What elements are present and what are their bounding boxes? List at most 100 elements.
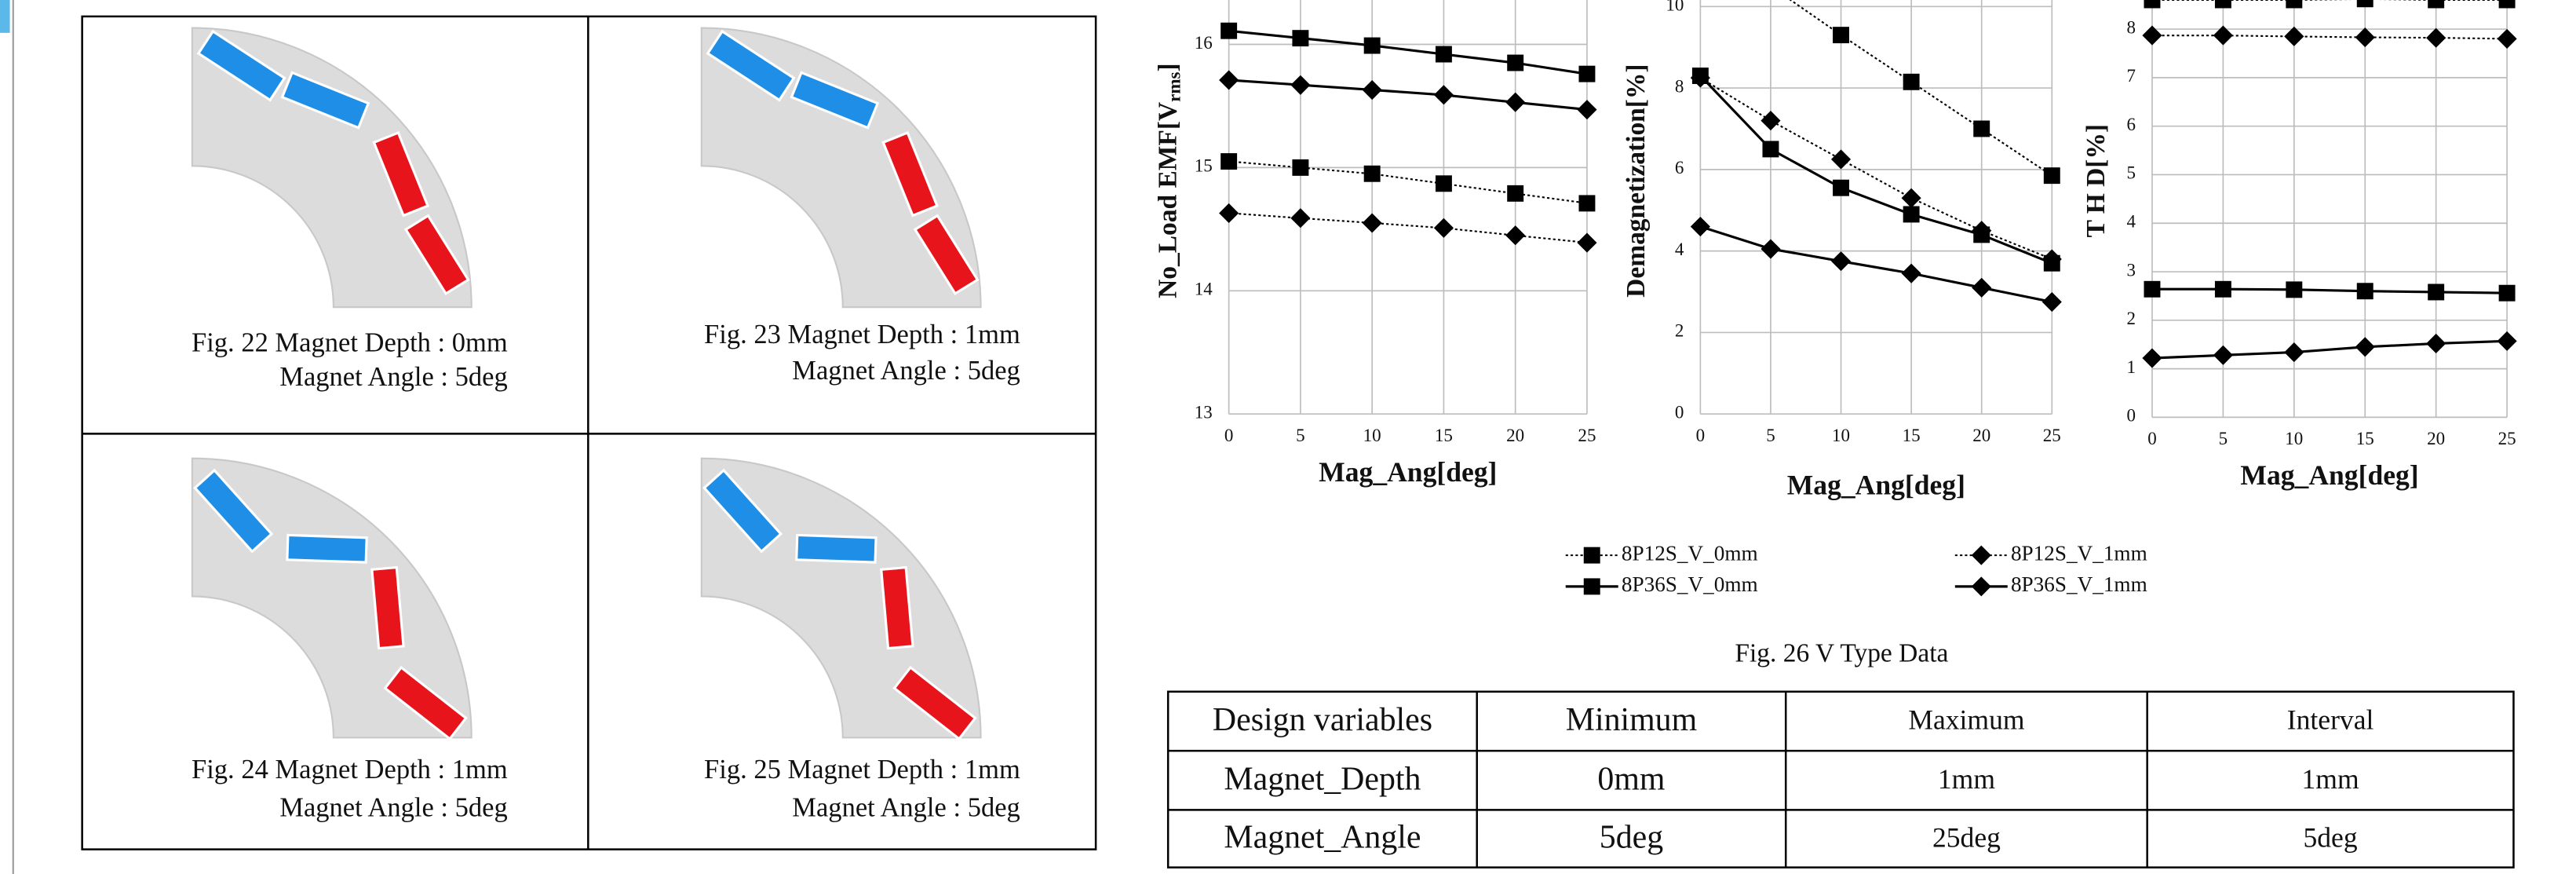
marker (2041, 291, 2062, 313)
figure-caption: Fig. 23 Magnet Depth : 1mm (704, 320, 1020, 349)
y-axis-label: Demagnetization[%] (1622, 64, 1651, 297)
marker (1219, 203, 1239, 224)
marker (1292, 159, 1309, 176)
rotor-figure (700, 27, 982, 309)
marker (2286, 0, 2303, 9)
marker (2498, 284, 2516, 302)
legend: 8P12S_V_0mm 8P36S_V_0mm 8P12S_V_1mm 8P36S_V… (1565, 541, 2147, 597)
marker (1363, 37, 1381, 54)
y-tick-label: 4 (2127, 211, 2136, 232)
y-tick-label: 1 (2127, 357, 2136, 377)
x-axis-label: Mag_Ang[deg] (1319, 456, 1497, 488)
table: Design variables Minimum Maximum Interval Ma… (1166, 690, 2515, 869)
table-cell: 0mm (1597, 761, 1665, 797)
marker (2144, 0, 2161, 9)
marker (2356, 283, 2373, 300)
marker (1505, 92, 1526, 112)
x-tick-label: 10 (1363, 425, 1381, 445)
figure-caption: Magnet Angle : 5deg (792, 792, 1020, 822)
x-tick-label: 20 (1972, 425, 1990, 445)
legend-marker (1583, 578, 1600, 595)
y-tick-label: 8 (2127, 16, 2136, 37)
table-header-cell: Design variables (1213, 702, 1432, 738)
x-tick-label: 5 (1766, 425, 1775, 445)
magnet (790, 71, 880, 130)
marker (2214, 0, 2231, 9)
x-tick-label: 0 (1696, 425, 1706, 445)
marker (1833, 179, 1850, 196)
x-axis-label: Mag_Ang[deg] (1787, 470, 1965, 501)
y-tick-label: 6 (1675, 157, 1684, 177)
y-axis-label-suffix: ] (1153, 63, 1182, 71)
series-line (1228, 160, 1588, 204)
table-cell: 5deg (2304, 821, 2358, 853)
magnet (892, 665, 977, 741)
marker (2144, 280, 2161, 298)
rotor-figure (191, 457, 473, 741)
legend-label: 8P12S_V_1mm (2011, 541, 2147, 565)
marker (1435, 175, 1452, 192)
y-tick-label: 6 (2127, 114, 2136, 134)
legend-marker (1971, 576, 1991, 597)
marker (1972, 221, 1992, 241)
figure-caption: Magnet Angle : 5deg (279, 792, 508, 822)
magnet (280, 71, 370, 130)
y-tick-label: 8 (1675, 75, 1684, 96)
x-tick-label: 25 (2498, 428, 2516, 448)
marker (2142, 348, 2162, 368)
rotor-core (700, 27, 982, 309)
marker (2213, 25, 2233, 46)
x-tick-label: 20 (2427, 428, 2445, 448)
table-cell: 5deg (1600, 820, 1663, 856)
legend-marker (1971, 545, 1991, 565)
magnet (372, 131, 430, 218)
y-tick-label: 2 (2127, 308, 2136, 328)
series-line (1699, 225, 2052, 304)
legend-label: 8P36S_V_1mm (2011, 572, 2147, 596)
marker (2497, 28, 2517, 49)
chart: 0 1 2 3 4 5 6 7 8 0 5 10 15 20 25 Mag_Ang[deg] T H D[%] (2082, 0, 2517, 491)
magnet (193, 468, 274, 554)
marker (2356, 0, 2373, 8)
x-tick-label: 15 (2356, 428, 2374, 448)
x-tick-label: 5 (2219, 428, 2228, 448)
marker (1433, 218, 1454, 238)
series-line (1699, 75, 2052, 265)
rotor-figure (191, 27, 473, 309)
marker (1761, 111, 1781, 131)
marker (1363, 165, 1381, 182)
magnet (881, 131, 939, 218)
marker (1507, 185, 1524, 202)
y-axis-label-text: T H D[%] (2082, 124, 2111, 237)
marker (1690, 216, 1710, 237)
x-tick-label: 25 (1578, 425, 1596, 445)
marker (1219, 70, 1239, 90)
rotor-core (191, 27, 473, 309)
marker (1578, 65, 1596, 82)
legend-marker (1583, 547, 1600, 564)
x-tick-label: 15 (1435, 425, 1453, 445)
marker (2043, 167, 2060, 185)
table-header-cell: Interval (2287, 704, 2374, 736)
x-tick-label: 10 (1832, 425, 1850, 445)
y-tick-label: 5 (2127, 163, 2136, 183)
x-tick-label: 0 (2147, 428, 2157, 448)
y-tick-label: 0 (1675, 401, 1684, 422)
marker (1290, 208, 1311, 229)
marker (2428, 0, 2445, 9)
marker (2426, 333, 2446, 354)
series-line (1699, 77, 2052, 260)
marker (1577, 232, 1597, 253)
x-tick-label: 5 (1296, 425, 1305, 445)
figure-caption: Magnet Angle : 5deg (792, 356, 1020, 386)
series-line (2151, 339, 2508, 360)
series-line (1228, 79, 1588, 112)
figure-grid: Fig. 22 Magnet Depth : 0mm Magnet Angle :… (81, 15, 1097, 850)
table-cell: 1mm (1938, 763, 1995, 795)
series-line (2151, 35, 2508, 40)
figure-caption: Fig. 24 Magnet Depth : 1mm (192, 755, 508, 784)
chart: 0 2 4 6 8 10 0 5 10 15 20 25 Mag_Ang[deg] Demagnetiza… (1622, 0, 2062, 501)
marker (1220, 22, 1238, 39)
table-cell: 25deg (1932, 821, 2001, 853)
